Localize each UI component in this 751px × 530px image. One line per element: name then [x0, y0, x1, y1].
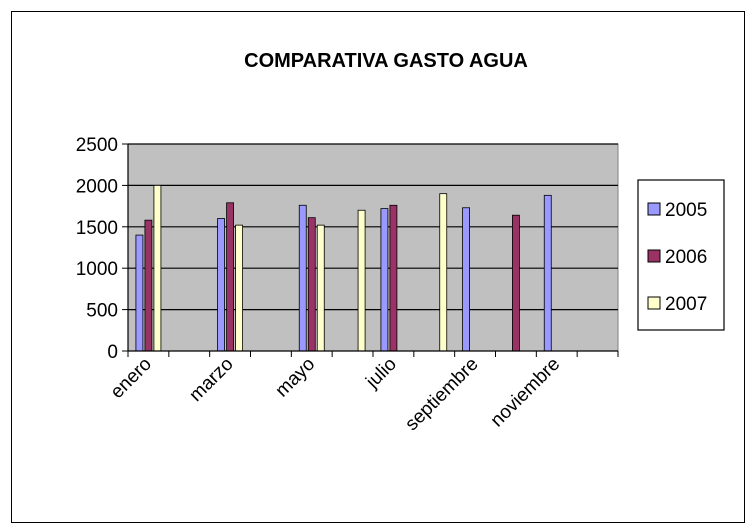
x-axis: enero marzo mayo julio septiembre noviembre — [107, 350, 619, 435]
bar-2006-mayo — [307, 217, 316, 352]
bar-2005-julio — [380, 208, 389, 352]
y-tick-label: 1000 — [76, 259, 118, 280]
x-tick-label: mayo — [272, 354, 320, 402]
bar-2006-julio — [389, 204, 398, 352]
bar-2005-enero — [135, 234, 144, 352]
x-tick-label: septiembre — [401, 354, 482, 435]
bar-2006-octubre — [512, 214, 520, 352]
plot-area — [127, 143, 619, 352]
x-tick-label: marzo — [185, 354, 237, 406]
legend: 2005 2006 2007 — [637, 179, 725, 331]
x-tick-label: noviembre — [487, 354, 565, 432]
chart: COMPARATIVA GASTO AGUA 0 500 1000 1500 2000 2… — [76, 50, 725, 435]
bar-2005-septiembre — [462, 207, 470, 352]
bar-2007-junio — [357, 209, 366, 352]
y-axis: 0 500 1000 1500 2000 2500 — [76, 135, 129, 363]
bar-2007-marzo — [235, 224, 243, 352]
bar-2005-noviembre — [543, 194, 552, 352]
y-tick-label: 1500 — [76, 218, 118, 239]
legend-label-2006: 2006 — [665, 247, 707, 268]
bar-2007-mayo — [316, 224, 325, 352]
bar-2005-marzo — [217, 218, 225, 352]
y-tick-label: 2500 — [76, 135, 118, 156]
chart-frame: COMPARATIVA GASTO AGUA 0 500 1000 1500 2000 2… — [11, 11, 745, 523]
y-tick-label: 500 — [86, 301, 118, 322]
bar-2007-agosto — [439, 193, 448, 352]
gridlines — [128, 143, 618, 311]
y-tick-label: 0 — [107, 342, 118, 363]
legend-label-2005: 2005 — [665, 200, 707, 221]
legend-label-2007: 2007 — [665, 294, 707, 315]
x-tick-label: julio — [361, 354, 400, 393]
bar-2006-enero — [144, 219, 153, 352]
y-tick-label: 2000 — [76, 176, 118, 197]
legend-swatch-2005 — [647, 202, 661, 216]
bar-2007-enero — [153, 184, 162, 352]
legend-swatch-2006 — [647, 249, 661, 263]
legend-swatch-2007 — [647, 296, 661, 310]
bar-2005-mayo — [298, 204, 307, 352]
chart-title: COMPARATIVA GASTO AGUA — [244, 50, 528, 72]
bar-2006-marzo — [226, 202, 234, 352]
